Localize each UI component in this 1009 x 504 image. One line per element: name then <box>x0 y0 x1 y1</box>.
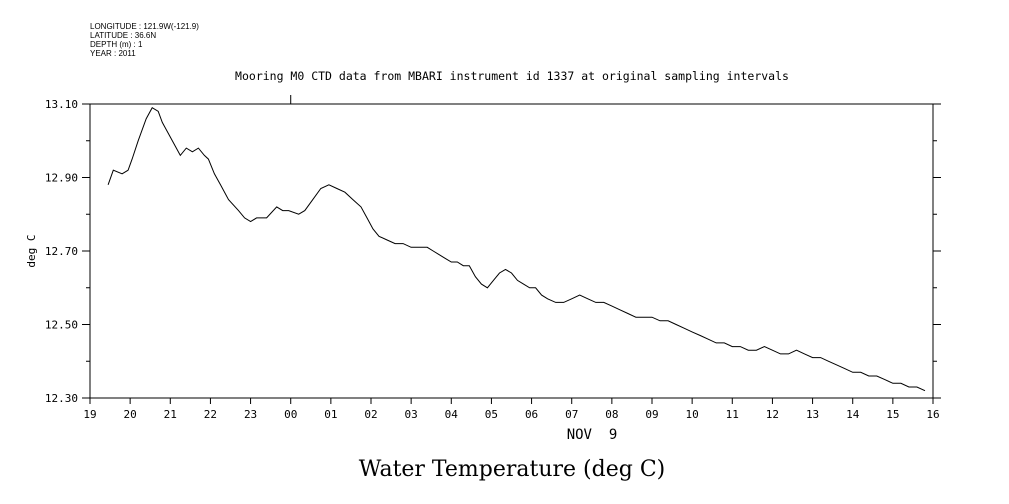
y-tick-label: 12.90 <box>45 172 78 185</box>
y-axis: 12.30 12.50 12.70 12.90 13.10 <box>45 98 941 405</box>
x-tick-label: 00 <box>284 408 297 421</box>
x-tick-label: 16 <box>926 408 939 421</box>
x-tick-label: 15 <box>886 408 899 421</box>
x-tick-label: 11 <box>726 408 739 421</box>
x-tick-label: 02 <box>364 408 377 421</box>
y-tick-label: 12.70 <box>45 245 78 258</box>
x-tick-label: 06 <box>525 408 538 421</box>
y-axis-label: deg C <box>25 234 38 267</box>
temperature-series-line <box>107 107 926 392</box>
x-tick-label: 23 <box>244 408 257 421</box>
x-tick-label: 21 <box>164 408 177 421</box>
longitude-label: LONGITUDE : 121.9W(-121.9) <box>90 22 199 31</box>
x-tick-label: 22 <box>204 408 217 421</box>
x-tick-label: 05 <box>485 408 498 421</box>
y-tick-label: 12.50 <box>45 319 78 332</box>
x-tick-label: 10 <box>686 408 699 421</box>
x-tick-label: 19 <box>83 408 96 421</box>
x-axis: 19 20 21 22 23 00 01 02 03 04 05 06 07 08 09 10 11 12 13 14… <box>83 95 940 421</box>
x-axis-label: NOV 9 <box>567 427 618 443</box>
chart-title: Mooring M0 CTD data from MBARI instrumen… <box>235 69 789 83</box>
x-tick-label: 07 <box>565 408 578 421</box>
x-tick-label: 03 <box>405 408 418 421</box>
x-tick-label: 13 <box>806 408 819 421</box>
x-tick-label: 08 <box>605 408 618 421</box>
y-tick-label: 12.30 <box>45 392 78 405</box>
x-tick-label: 12 <box>766 408 779 421</box>
year-label: YEAR : 2011 <box>90 49 136 58</box>
latitude-label: LATITUDE : 36.6N <box>90 31 157 40</box>
depth-label: DEPTH (m) : 1 <box>90 40 143 49</box>
x-tick-label: 09 <box>645 408 658 421</box>
x-tick-label: 20 <box>124 408 137 421</box>
x-tick-label: 14 <box>846 408 860 421</box>
plot-frame <box>89 103 934 399</box>
x-tick-label: 04 <box>445 408 459 421</box>
x-tick-label: 01 <box>324 408 337 421</box>
y-tick-label: 13.10 <box>45 98 78 111</box>
plot-caption: Water Temperature (deg C) <box>359 457 666 482</box>
